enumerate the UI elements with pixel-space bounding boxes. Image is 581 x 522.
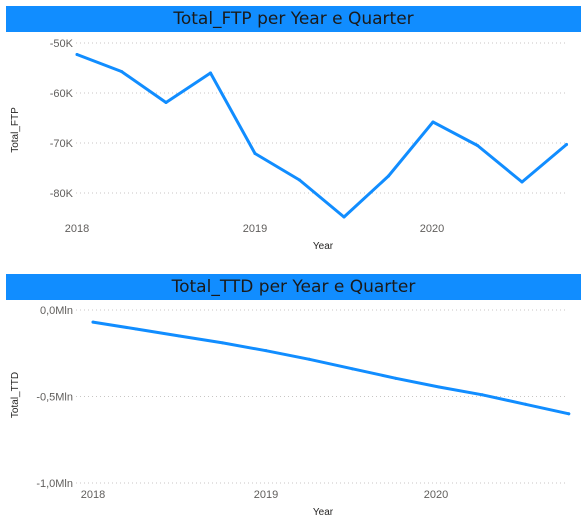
x-tick-label: 2020 [420, 223, 444, 235]
y-tick-label: -60K [50, 88, 74, 100]
series-line [77, 55, 567, 218]
chart-total-ttd: Total_TTD per Year e Quarter 0,0Mln -0,5M… [0, 268, 581, 522]
y-tick-label: 0,0Mln [40, 305, 73, 317]
data-point [432, 121, 435, 124]
y-tick-label: -50K [50, 38, 74, 50]
x-tick-label: 2019 [243, 223, 267, 235]
data-point [76, 53, 79, 56]
y-tick-label: -0,5Mln [36, 392, 73, 404]
data-point [92, 321, 95, 324]
x-tick-label: 2018 [65, 223, 89, 235]
y-tick-label: -1,0Mln [36, 478, 73, 490]
series-line [93, 322, 569, 414]
data-point [521, 181, 524, 184]
data-point [481, 393, 484, 396]
x-tick-label: 2020 [424, 489, 448, 501]
data-point [394, 377, 397, 380]
x-axis-title: Year [313, 241, 334, 252]
data-point [178, 334, 181, 337]
chart-total-ftp: Total_FTP per Year e Quarter -50K -60K -70… [0, 0, 581, 262]
data-point [298, 179, 301, 182]
data-point [387, 175, 390, 178]
data-point [165, 101, 168, 104]
data-point [120, 70, 123, 73]
data-point [524, 403, 527, 406]
data-point [351, 367, 354, 370]
data-point [567, 412, 570, 415]
data-point [135, 328, 138, 331]
data-point [254, 152, 257, 155]
data-point [221, 341, 224, 344]
data-point [438, 385, 441, 388]
x-axis-title: Year [313, 507, 334, 518]
y-axis-title: Total_TTD [10, 372, 21, 418]
data-point [343, 216, 346, 219]
y-tick-label: -80K [50, 188, 74, 200]
line-chart-ftp: -50K -60K -70K -80K 2018 2019 2020 Year Total_FT… [0, 0, 581, 262]
data-point [565, 143, 568, 146]
y-axis-title: Total_FTP [10, 107, 21, 153]
data-point [209, 72, 212, 75]
data-point [265, 349, 268, 352]
y-tick-label: -70K [50, 138, 74, 150]
x-tick-label: 2019 [254, 489, 278, 501]
data-point [308, 358, 311, 361]
x-tick-label: 2018 [81, 489, 105, 501]
data-point [476, 144, 479, 147]
